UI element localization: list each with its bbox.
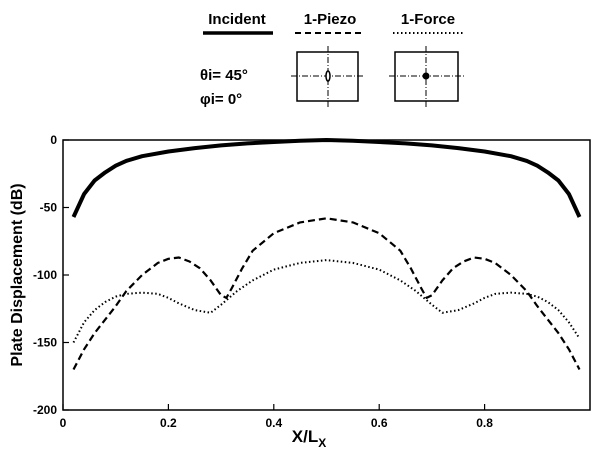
legend-label-force: 1-Force [401, 11, 455, 28]
x-tick-label: 0.2 [160, 416, 177, 430]
x-axis-ticks: 0 0.2 0.4 0.6 0.8 [60, 404, 493, 430]
piezo-actuator-icon [325, 70, 331, 82]
series-line-incident [71, 138, 582, 218]
legend-label-piezo: 1-Piezo [304, 11, 357, 28]
y-tick-label: -50 [40, 201, 58, 215]
y-axis-ticks: 0 -50 -100 -150 -200 [33, 133, 69, 417]
theta-label: θi= 45° [200, 67, 248, 84]
phi-label: φi= 0° [200, 91, 242, 108]
plot-axes [62, 139, 591, 411]
y-tick-label: -150 [33, 336, 57, 350]
legend-label-incident: Incident [208, 11, 266, 28]
y-tick-label: 0 [50, 133, 57, 147]
y-axis-label: Plate Displacement (dB) [9, 183, 26, 366]
legend: Incident 1-Piezo 1-Force θi= 45° φi= 0° [200, 11, 464, 108]
y-tick-label: -100 [33, 268, 57, 282]
x-tick-label: 0.6 [371, 416, 388, 430]
plot-frame [62, 139, 591, 411]
x-tick-label: 0 [60, 416, 67, 430]
series-line-1-piezo [72, 217, 581, 371]
force-plate-diagram [389, 46, 464, 108]
series-line-1-force [72, 259, 581, 343]
x-tick-label: 0.4 [265, 416, 282, 430]
x-tick-label: 0.8 [476, 416, 493, 430]
piezo-plate-diagram [291, 46, 364, 108]
series-group [71, 138, 582, 371]
point-force-icon [422, 72, 430, 80]
y-tick-label: -200 [33, 403, 57, 417]
x-axis-label: X/LX [292, 427, 326, 450]
